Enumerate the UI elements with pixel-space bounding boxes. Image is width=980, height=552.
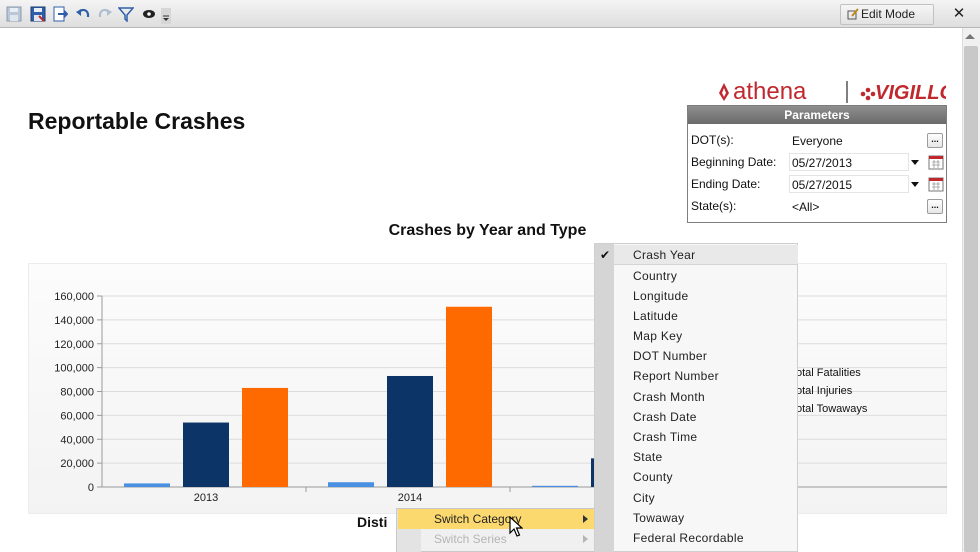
calendar-icon[interactable] xyxy=(928,155,944,170)
x-tick-label: 2014 xyxy=(398,492,422,504)
menu-item-label: Switch Series xyxy=(434,532,507,546)
submenu-item-crash-date[interactable]: Crash Date xyxy=(633,410,697,424)
bar-total-fatalities xyxy=(124,483,170,487)
calendar-icon[interactable] xyxy=(928,177,944,192)
param-row-dots: DOT(s): Everyone ... xyxy=(688,129,946,151)
checkmark-icon: ✔ xyxy=(600,248,611,262)
logo-vigillo-text: VIGILLO xyxy=(875,82,946,104)
edit-mode-button[interactable]: Edit Mode xyxy=(840,4,934,25)
menu-item-switch-series[interactable]: Switch Series xyxy=(398,529,594,549)
pencil-icon xyxy=(847,8,859,20)
chart-context-menu: Switch Category Switch Series xyxy=(396,508,596,552)
company-logo: athena VIGILLO xyxy=(719,78,946,105)
submenu-item-federal-recordable[interactable]: Federal Recordable xyxy=(633,531,744,545)
close-button[interactable]: ✕ xyxy=(952,5,966,22)
y-tick-label: 20,000 xyxy=(60,458,94,470)
athena-logo-mark xyxy=(719,83,729,101)
ending-date-field[interactable] xyxy=(789,175,909,193)
param-row-beginning-date: Beginning Date: 05/27/2013 xyxy=(688,151,946,173)
submenu-item-map-key[interactable]: Map Key xyxy=(633,329,683,343)
param-label: Ending Date: xyxy=(691,177,761,191)
mouse-cursor-icon xyxy=(509,516,523,537)
preview-icon[interactable] xyxy=(141,6,157,22)
y-tick-label: 140,000 xyxy=(54,315,94,327)
submenu-item-crash-year[interactable]: Crash Year xyxy=(614,245,798,265)
bar-total-injuries xyxy=(387,375,433,487)
menu-item-label: Switch Category xyxy=(434,512,522,526)
page-title: Reportable Crashes xyxy=(28,108,246,134)
submenu-gutter xyxy=(595,244,614,552)
second-chart-title: Disti xyxy=(357,514,388,530)
submenu-item-dot-number[interactable]: DOT Number xyxy=(633,349,708,363)
legend-item-injuries[interactable]: otal Injuries xyxy=(796,385,853,397)
toolbar: Edit Mode ✕ xyxy=(0,0,980,28)
param-label: State(s): xyxy=(691,199,737,213)
param-row-ending-date: Ending Date: 05/27/2015 xyxy=(688,173,946,195)
param-value-states[interactable]: <All> xyxy=(792,200,820,214)
bar-total-fatalities xyxy=(532,485,578,487)
param-value-beginning-date[interactable]: 05/27/2013 xyxy=(792,156,853,170)
legend-item-towaways[interactable]: otal Towaways xyxy=(796,403,868,415)
dots-picker-button[interactable]: ... xyxy=(927,133,943,148)
y-tick-label: 60,000 xyxy=(60,410,94,422)
param-value-ending-date[interactable]: 05/27/2015 xyxy=(792,178,853,192)
param-label: Beginning Date: xyxy=(691,155,777,169)
bar-total-towaways xyxy=(242,387,288,487)
y-tick-label: 80,000 xyxy=(60,387,94,399)
y-tick-label: 40,000 xyxy=(60,434,94,446)
param-label: DOT(s): xyxy=(691,133,734,147)
x-tick-label: 2013 xyxy=(194,492,218,504)
legend-item-fatalities[interactable]: otal Fatalities xyxy=(796,367,861,379)
y-tick-label: 160,000 xyxy=(54,291,94,303)
submenu-item-city[interactable]: City xyxy=(633,491,655,505)
logo-athena-text: athena xyxy=(733,78,807,105)
scroll-up-arrow-icon[interactable] xyxy=(965,34,975,39)
submenu-item-crash-time[interactable]: Crash Time xyxy=(633,430,698,444)
save-icon[interactable] xyxy=(6,6,22,22)
bar-total-fatalities xyxy=(328,482,374,487)
overflow-icon[interactable] xyxy=(161,8,171,24)
scroll-thumb[interactable] xyxy=(964,46,978,552)
parameters-panel: Parameters DOT(s): Everyone ... Beginnin… xyxy=(687,105,947,223)
redo-icon[interactable] xyxy=(97,6,113,22)
submenu-arrow-icon xyxy=(583,515,588,523)
submenu-item-report-number[interactable]: Report Number xyxy=(633,369,719,383)
vigillo-dots-icon xyxy=(860,87,876,101)
parameters-header: Parameters xyxy=(688,106,946,124)
edit-mode-label: Edit Mode xyxy=(861,7,916,21)
export-icon[interactable] xyxy=(52,6,68,22)
submenu-item-longitude[interactable]: Longitude xyxy=(633,289,689,303)
submenu-item-crash-month[interactable]: Crash Month xyxy=(633,390,705,404)
dropdown-arrow-icon[interactable] xyxy=(911,182,919,187)
y-tick-label: 120,000 xyxy=(54,339,94,351)
save-as-icon[interactable] xyxy=(30,6,46,22)
bar-total-injuries xyxy=(183,422,229,487)
y-tick-label: 100,000 xyxy=(54,363,94,375)
chart-title: Crashes by Year and Type xyxy=(388,222,587,239)
bar-total-towaways xyxy=(446,306,492,487)
beginning-date-field[interactable] xyxy=(789,153,909,171)
undo-icon[interactable] xyxy=(75,6,91,22)
states-picker-button[interactable]: ... xyxy=(927,199,943,214)
filter-icon[interactable] xyxy=(118,6,134,22)
submenu-item-state[interactable]: State xyxy=(633,450,663,464)
submenu-item-country[interactable]: Country xyxy=(633,269,678,283)
submenu-arrow-icon xyxy=(583,535,588,543)
category-submenu: ✔ Crash Year Country Longitude Latitude … xyxy=(594,243,798,552)
submenu-item-county[interactable]: County xyxy=(633,470,673,484)
param-value-dots[interactable]: Everyone xyxy=(792,134,843,148)
submenu-item-latitude[interactable]: Latitude xyxy=(633,309,679,323)
submenu-item-towaway[interactable]: Towaway xyxy=(633,511,685,525)
dropdown-arrow-icon[interactable] xyxy=(911,160,919,165)
y-tick-label: 0 xyxy=(88,482,94,494)
param-row-states: State(s): <All> ... xyxy=(688,195,946,217)
menu-item-switch-category[interactable]: Switch Category xyxy=(398,509,594,529)
